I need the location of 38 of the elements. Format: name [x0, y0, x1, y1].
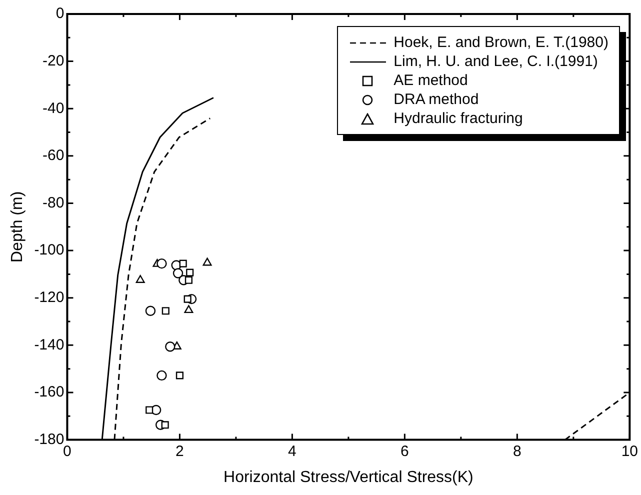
legend-label: Hydraulic fracturing [394, 109, 523, 128]
y-axis-title: Depth (m) [9, 191, 26, 262]
point [161, 421, 169, 429]
point [179, 260, 187, 268]
point [184, 295, 192, 303]
x-tick-label: 8 [513, 442, 522, 460]
point [186, 268, 194, 276]
point [165, 341, 176, 352]
x-tick-label: 6 [400, 442, 409, 460]
y-tick-label: -140 [34, 336, 64, 354]
point [184, 305, 194, 314]
y-tick-label: -40 [42, 100, 64, 117]
point [202, 258, 212, 266]
legend-label: DRA method [394, 90, 479, 109]
x-axis-title: Horizontal Stress/Vertical Stress(K) [224, 468, 474, 486]
point [156, 370, 167, 381]
point [156, 258, 167, 269]
y-tick-label: -120 [34, 289, 64, 306]
legend-label: Hoek, E. and Brown, E. T.(1980) [394, 33, 608, 52]
point [184, 276, 192, 284]
point [146, 406, 154, 414]
y-tick-label: -60 [42, 147, 64, 164]
y-tick-label: -100 [34, 242, 64, 259]
x-tick-label: 2 [176, 442, 184, 460]
y-tick-label: -180 [34, 430, 64, 448]
x-tick-label: 10 [621, 442, 638, 460]
x-tick-label: 4 [288, 442, 296, 460]
point [172, 268, 184, 278]
legend-label: Lim, H. U. and Lee, C. I.(1991) [394, 52, 598, 71]
point [176, 372, 184, 380]
point [136, 275, 145, 283]
y-tick-label: -160 [34, 384, 64, 401]
legend-label: AE method [394, 71, 468, 90]
point [145, 306, 156, 316]
point [162, 307, 170, 315]
y-tick-label: -20 [42, 52, 64, 70]
y-tick-label: -80 [42, 194, 64, 212]
y-tick-label: 0 [56, 5, 64, 22]
